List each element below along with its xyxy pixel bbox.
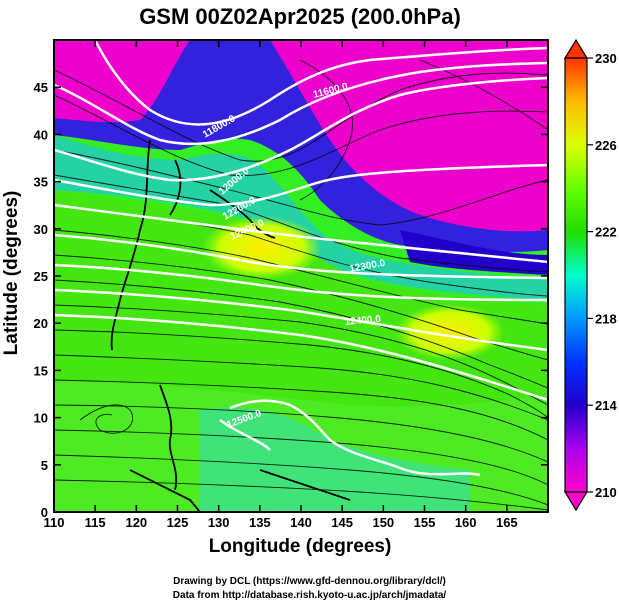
y-tick-label: 10 [34,411,48,426]
y-tick-label: 0 [41,505,48,520]
x-tick-label: 125 [167,515,189,530]
x-tick-label: 140 [290,515,312,530]
y-tick-label: 45 [34,80,48,95]
x-axis: 110 115 120 125 130 135 140 145 150 155 160 165 [44,40,518,530]
page-title: GSM 00Z02Apr2025 (200.0hPa) [139,4,461,29]
x-tick-label: 150 [372,515,394,530]
y-tick-label: 30 [34,222,48,237]
y-tick-label: 35 [34,175,48,190]
x-tick-label: 145 [331,515,353,530]
y-tick-label: 15 [34,363,48,378]
y-tick-label: 25 [34,269,48,284]
x-tick-label: 110 [44,515,65,530]
x-tick-label: 115 [85,515,106,530]
colorbar-tick-label: 214 [595,398,617,413]
y-tick-label: 20 [34,316,48,331]
wind-field-map [54,40,548,512]
x-tick-label: 160 [455,515,477,530]
x-axis-label: Longitude (degrees) [208,536,392,557]
credit-drawing: Drawing by DCL (https://www.gfd-dennou.o… [173,576,446,587]
y-axis: 0 5 10 15 20 25 30 35 40 45 [34,80,548,520]
x-tick-label: 130 [208,515,230,530]
colorbar-tick-label: 218 [595,311,617,326]
y-tick-label: 40 [34,127,48,142]
colorbar: 210 214 218 222 226 230 [563,38,617,512]
colorbar-tick-label: 210 [595,485,617,500]
x-tick-label: 120 [125,515,147,530]
y-axis-label: Latitude (degrees) [1,190,22,356]
x-tick-label: 135 [249,515,271,530]
credit-data: Data from http://database.rish.kyoto-u.a… [172,590,447,601]
colorbar-tick-label: 230 [595,51,617,66]
x-tick-label: 155 [414,515,436,530]
x-tick-label: 165 [496,515,518,530]
colorbar-tick-label: 222 [595,225,617,240]
colorbar-tick-label: 226 [595,138,617,153]
contour-label: 12400.0 [344,314,381,328]
y-tick-label: 5 [41,458,48,473]
